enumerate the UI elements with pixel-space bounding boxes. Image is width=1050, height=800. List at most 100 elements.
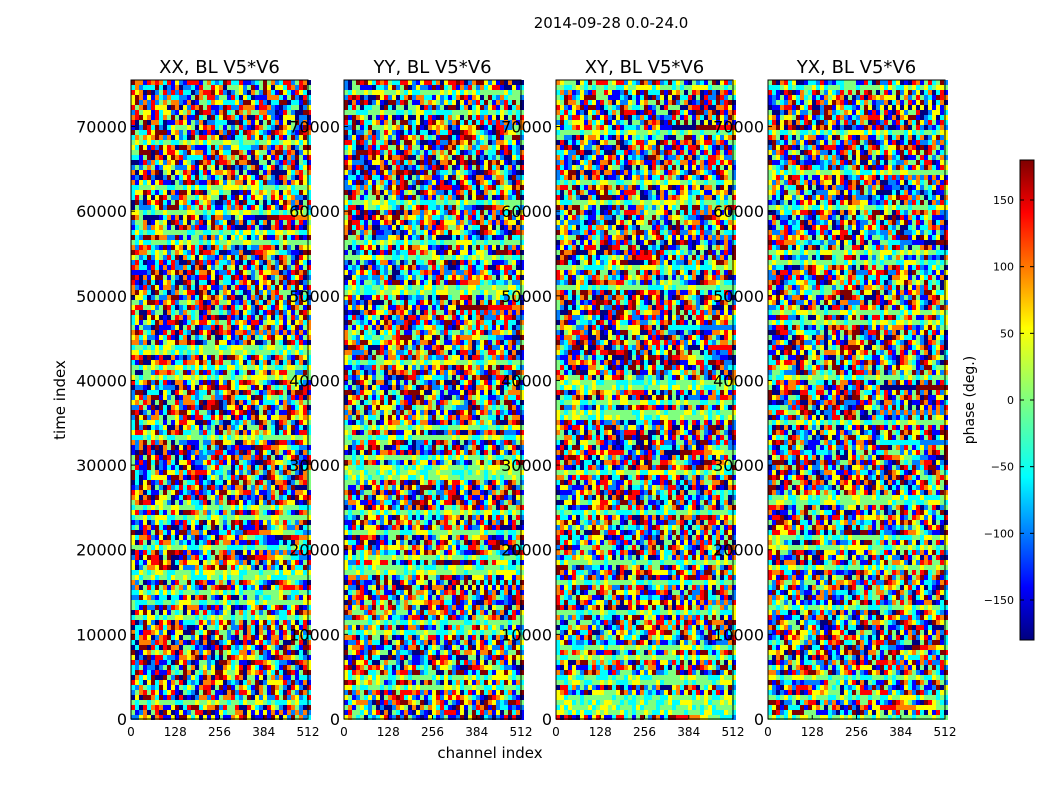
heatmap-cell	[251, 565, 255, 570]
heatmap-cell	[259, 420, 263, 425]
heatmap-cell	[167, 210, 171, 215]
heatmap-cell	[179, 130, 183, 135]
heatmap-cell	[239, 220, 243, 225]
heatmap-cell	[235, 110, 239, 115]
heatmap-cell	[147, 105, 151, 110]
heatmap-cell	[135, 425, 139, 430]
heatmap-cell	[171, 550, 175, 555]
heatmap-cell	[299, 180, 303, 185]
heatmap-cell	[191, 180, 195, 185]
heatmap-cell	[267, 330, 271, 335]
heatmap-cell	[159, 600, 163, 605]
heatmap-cell	[299, 340, 303, 345]
heatmap-cell	[139, 355, 143, 360]
heatmap-cell	[283, 310, 287, 315]
heatmap-cell	[187, 375, 191, 380]
heatmap-cell	[267, 100, 271, 105]
heatmap-cell	[183, 545, 187, 550]
heatmap-cell	[147, 110, 151, 115]
heatmap-cell	[255, 335, 259, 340]
heatmap-cell	[239, 80, 243, 85]
heatmap-cell	[195, 400, 199, 405]
heatmap-cell	[227, 555, 231, 560]
heatmap-cell	[259, 450, 263, 455]
heatmap-cell	[303, 280, 307, 285]
heatmap-cell	[211, 575, 215, 580]
heatmap-cell	[191, 280, 195, 285]
heatmap-cell	[207, 230, 211, 235]
heatmap-cell	[231, 630, 235, 635]
heatmap-cell	[219, 610, 223, 615]
heatmap-cell	[259, 230, 263, 235]
heatmap-cell	[291, 510, 295, 515]
heatmap-cell	[243, 610, 247, 615]
heatmap-cell	[131, 360, 135, 365]
heatmap-cell	[183, 120, 187, 125]
heatmap-cell	[299, 250, 303, 255]
heatmap-cell	[151, 95, 155, 100]
heatmap-cell	[267, 375, 271, 380]
heatmap-cell	[223, 390, 227, 395]
heatmap-cell	[207, 300, 211, 305]
heatmap-cell	[243, 530, 247, 535]
heatmap-cell	[239, 275, 243, 280]
heatmap-cell	[167, 80, 171, 85]
heatmap-cell	[291, 80, 295, 85]
heatmap-cell	[139, 585, 143, 590]
heatmap-cell	[275, 115, 279, 120]
heatmap-cell	[155, 335, 159, 340]
heatmap-cell	[247, 170, 251, 175]
heatmap-cell	[135, 490, 139, 495]
heatmap-cell	[303, 410, 307, 415]
heatmap-cell	[167, 480, 171, 485]
heatmap-cell	[263, 435, 267, 440]
heatmap-cell	[147, 455, 151, 460]
heatmap-cell	[267, 175, 271, 180]
heatmap-cell	[131, 150, 135, 155]
heatmap-cell	[187, 230, 191, 235]
heatmap-cell	[239, 185, 243, 190]
heatmap-cell	[191, 340, 195, 345]
heatmap-cell	[147, 590, 151, 595]
heatmap-cell	[159, 155, 163, 160]
heatmap-cell	[279, 95, 283, 100]
heatmap-cell	[239, 210, 243, 215]
heatmap-cell	[135, 245, 139, 250]
heatmap-cell	[267, 220, 271, 225]
heatmap-cell	[159, 350, 163, 355]
heatmap-cell	[223, 110, 227, 115]
heatmap-cell	[143, 85, 147, 90]
heatmap-cell	[223, 440, 227, 445]
heatmap-cell	[223, 430, 227, 435]
heatmap-cell	[175, 515, 179, 520]
heatmap-cell	[211, 275, 215, 280]
heatmap-cell	[159, 425, 163, 430]
heatmap-cell	[131, 180, 135, 185]
heatmap-cell	[275, 575, 279, 580]
heatmap-cell	[299, 525, 303, 530]
heatmap-cell	[283, 555, 287, 560]
heatmap-cell	[191, 495, 195, 500]
heatmap-cell	[219, 275, 223, 280]
heatmap-cell	[227, 195, 231, 200]
heatmap-cell	[287, 530, 291, 535]
heatmap-cell	[219, 390, 223, 395]
heatmap-cell	[199, 290, 203, 295]
heatmap-cell	[219, 620, 223, 625]
heatmap-cell	[271, 310, 275, 315]
heatmap-cell	[283, 440, 287, 445]
heatmap-cell	[283, 445, 287, 450]
heatmap-cell	[291, 250, 295, 255]
heatmap-cell	[199, 500, 203, 505]
heatmap-cell	[147, 310, 151, 315]
heatmap-cell	[251, 465, 255, 470]
heatmap-cell	[279, 225, 283, 230]
heatmap-cell	[235, 405, 239, 410]
heatmap-cell	[171, 400, 175, 405]
heatmap-cell	[239, 130, 243, 135]
heatmap-cell	[299, 620, 303, 625]
heatmap-cell	[215, 550, 219, 555]
heatmap-cell	[199, 165, 203, 170]
heatmap-cell	[243, 305, 247, 310]
heatmap-cell	[131, 560, 135, 565]
